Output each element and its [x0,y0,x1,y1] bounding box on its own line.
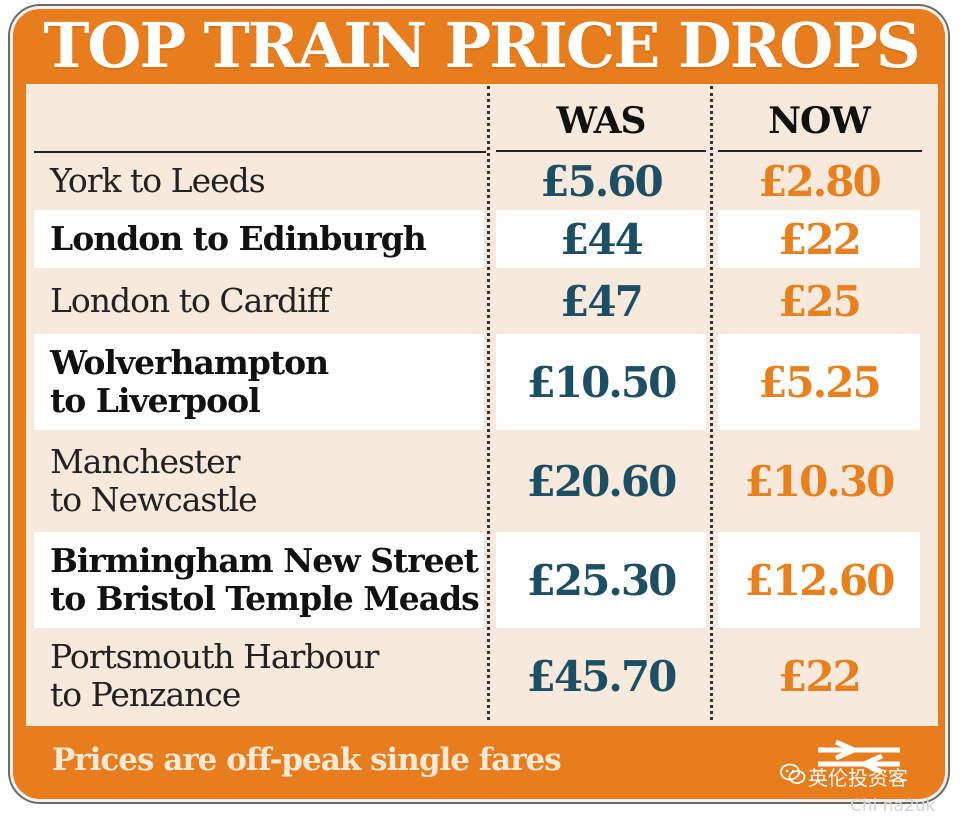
was-price: £5.60 [540,156,664,206]
was-price: £47 [560,276,644,326]
now-price: £5.25 [758,357,882,407]
infographic-title: TOP TRAIN PRICE DROPS [43,9,920,82]
route-label: Wolverhampton to Liverpool [50,343,329,420]
was-header-underline [496,150,706,152]
table-row: Wolverhampton to Liverpool £10.50 £5.25 [34,334,920,430]
was-price: £45.70 [526,651,678,701]
was-price: £44 [560,214,644,264]
route-label: Portsmouth Harbour to Penzance [50,637,379,714]
was-price: £10.50 [526,357,678,407]
route-label: York to Leeds [50,161,266,200]
now-header-underline [718,150,922,152]
table-row: Birmingham New Street to Bristol Temple … [34,532,920,628]
was-price: £25.30 [526,555,678,605]
now-price: £22 [778,214,862,264]
national-rail-icon [818,740,900,774]
table-row: York to Leeds £5.60 £2.80 [34,154,920,208]
table-row: Manchester to Newcastle £20.60 £10.30 [34,432,920,530]
now-price: £2.80 [758,156,882,206]
now-price: £22 [778,651,862,701]
wechat-icon [780,763,806,784]
watermark-text: 英伦投资客 [808,766,908,790]
footnote: Prices are off-peak single fares [52,742,562,778]
dotted-column-separator [710,86,713,720]
now-price: £25 [778,276,862,326]
route-label: London to Edinburgh [50,219,427,258]
was-price: £20.60 [526,456,678,506]
now-price: £12.60 [744,555,896,605]
was-column-header: WAS [556,100,646,142]
table-row: London to Cardiff £47 £25 [34,270,920,332]
route-label: London to Cardiff [50,281,330,320]
route-label: Birmingham New Street to Bristol Temple … [50,541,480,618]
route-label: Manchester to Newcastle [50,442,258,519]
table-row: London to Edinburgh £44 £22 [34,210,920,268]
table-row: Portsmouth Harbour to Penzance £45.70 £2… [34,630,920,722]
route-header-underline [34,151,486,153]
now-price: £10.30 [744,456,896,506]
dotted-column-separator [487,86,490,720]
site-watermark: Chi na2uk [850,796,936,816]
now-column-header: NOW [768,100,871,142]
